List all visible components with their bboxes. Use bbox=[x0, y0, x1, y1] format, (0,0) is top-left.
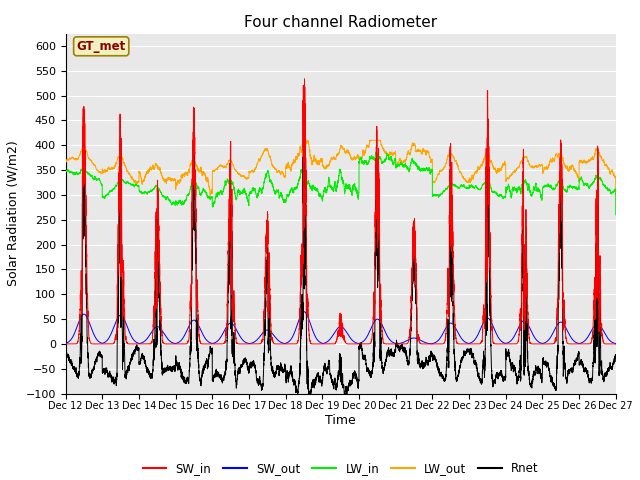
X-axis label: Time: Time bbox=[325, 414, 356, 427]
Legend: SW_in, SW_out, LW_in, LW_out, Rnet: SW_in, SW_out, LW_in, LW_out, Rnet bbox=[138, 457, 543, 480]
Text: GT_met: GT_met bbox=[77, 40, 126, 53]
Y-axis label: Solar Radiation (W/m2): Solar Radiation (W/m2) bbox=[7, 141, 20, 287]
Title: Four channel Radiometer: Four channel Radiometer bbox=[244, 15, 437, 30]
